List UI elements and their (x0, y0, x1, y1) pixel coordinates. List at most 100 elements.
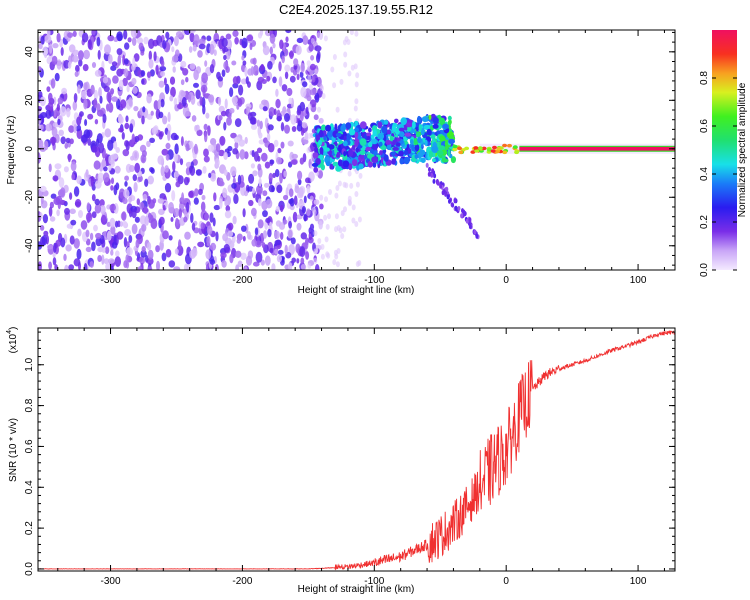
heatmap-cell (227, 230, 234, 238)
heatmap-cell (439, 135, 446, 142)
heatmap-cell (215, 143, 221, 153)
heatmap-cell (357, 260, 362, 266)
heatmap-cell (144, 178, 149, 187)
heatmap-cell (347, 195, 352, 202)
heatmap-cell (205, 249, 212, 260)
heatmap-cell (104, 246, 110, 254)
heatmap-cell (165, 248, 172, 258)
heatmap-cell (52, 43, 59, 49)
heatmap-cell (244, 67, 248, 77)
heatmap-cell (242, 60, 247, 66)
heatmap-cell (72, 30, 77, 37)
heatmap-cell (158, 131, 163, 140)
heatmap-cell (118, 115, 124, 124)
heatmap-cell (271, 186, 275, 193)
heatmap-cell (173, 266, 181, 270)
heatmap-cell (49, 136, 57, 145)
heatmap-cell (327, 213, 331, 220)
heatmap-cell (430, 172, 434, 178)
heatmap-cell (208, 172, 212, 178)
heatmap-cell (320, 253, 325, 260)
heatmap-cell (447, 148, 451, 157)
heatmap-cell (220, 252, 227, 259)
heatmap-cell (149, 69, 155, 77)
heatmap-cell (116, 98, 121, 110)
heatmap-cell (265, 217, 271, 224)
heatmap-cell (432, 178, 436, 184)
heatmap-cell (296, 258, 300, 264)
heatmap-cell (183, 216, 188, 223)
heatmap-cell (319, 129, 324, 138)
heatmap-cell (287, 140, 294, 147)
heatmap-cell (48, 261, 52, 270)
heatmap-cell (302, 81, 308, 88)
heatmap-cell (464, 146, 470, 151)
heatmap-cell (197, 188, 203, 196)
heatmap-cell (295, 243, 301, 254)
heatmap-cell (436, 150, 444, 156)
heatmap-cell (182, 68, 189, 76)
heatmap-cell (41, 235, 47, 246)
heatmap-cell (103, 258, 110, 265)
heatmap-cell (206, 235, 211, 247)
heatmap-cell (354, 98, 359, 105)
heatmap-cell (170, 86, 176, 98)
heatmap-cell (450, 202, 454, 208)
heatmap-cell (428, 167, 431, 172)
heatmap-cell (404, 132, 412, 137)
heatmap-cell (64, 207, 70, 215)
heatmap-cell (288, 220, 292, 229)
heatmap-cell (355, 181, 360, 188)
x-tick-label: -100 (364, 576, 384, 587)
heatmap-cell (174, 170, 179, 178)
heatmap-cell (267, 228, 272, 238)
heatmap-cell (252, 170, 258, 177)
heatmap-cell (71, 173, 76, 181)
heatmap-cell (94, 203, 102, 214)
heatmap-cell (110, 177, 115, 185)
heatmap-cell (496, 146, 502, 151)
heatmap-cell (307, 262, 312, 269)
heatmap-cell (91, 241, 96, 252)
heatmap-cell (280, 231, 284, 240)
heatmap-cell (148, 59, 154, 69)
heatmap-cell (359, 121, 367, 129)
heatmap-cell (83, 82, 88, 91)
heatmap-cell (48, 206, 53, 217)
heatmap-cell (297, 178, 302, 186)
heatmap-cell (47, 244, 54, 250)
heatmap-cell (448, 198, 451, 204)
heatmap-cell (69, 208, 76, 215)
heatmap-cell (243, 190, 249, 197)
snr-series-line (38, 329, 675, 571)
heatmap-cell (278, 61, 282, 72)
heatmap-cell (48, 92, 53, 102)
heatmap-cell (104, 44, 111, 55)
heatmap-cell (446, 194, 450, 200)
heatmap-cell (180, 79, 185, 86)
heatmap-cell (391, 151, 395, 157)
heatmap-cell (219, 198, 223, 210)
heatmap-cell (38, 118, 42, 124)
heatmap-cell (461, 208, 464, 214)
heatmap-cell (218, 181, 225, 187)
heatmap-cell (378, 141, 383, 147)
heatmap-cell (301, 122, 308, 129)
heatmap-cell (113, 234, 117, 246)
heatmap-cell (121, 211, 127, 221)
heatmap-cell (150, 167, 155, 174)
x-tick-label: 0 (503, 576, 509, 587)
heatmap-cell (194, 188, 199, 197)
heatmap-cell (313, 257, 318, 264)
heatmap-cell (274, 230, 280, 239)
heatmap-cell (160, 165, 165, 177)
heatmap-cell (232, 30, 239, 37)
heatmap-cell (200, 201, 206, 212)
heatmap-cell (110, 65, 117, 71)
top-y-axis-label: Frequency (Hz) (6, 116, 17, 185)
heatmap-cell (139, 255, 146, 265)
heatmap-cell (185, 143, 190, 152)
heatmap-cell (94, 119, 99, 125)
heatmap-cell (96, 109, 104, 117)
heatmap-cell (80, 220, 88, 230)
